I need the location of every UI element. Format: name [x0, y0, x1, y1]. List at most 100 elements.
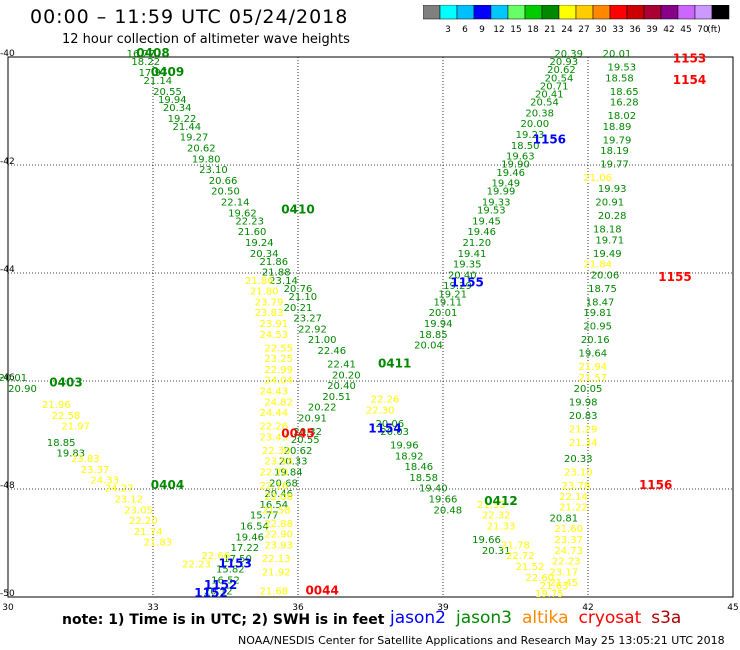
swh-value: 19.24 [245, 238, 274, 249]
swh-value: 21.20 [463, 238, 492, 249]
swh-value: 16.28 [610, 98, 639, 109]
swh-value: 21.97 [61, 422, 90, 433]
swh-value: 21.86 [245, 276, 274, 287]
legend-entry: s3a [651, 608, 682, 628]
swh-value: 19.23 [516, 130, 545, 141]
swh-value: 22.92 [298, 324, 327, 335]
swh-value: 23.17 [550, 567, 579, 578]
swh-value: 23.93 [264, 540, 293, 551]
swh-value: 19.81 [583, 308, 612, 319]
swh-value: 20.01 [429, 308, 458, 319]
swh-value: 19.71 [595, 235, 624, 246]
swh-value: 21.29 [569, 424, 598, 435]
swh-value: 20.54 [545, 73, 574, 84]
swh-value: 19.94 [424, 319, 453, 330]
swh-value: 24.33 [90, 476, 119, 487]
y-tick-label: -46 [0, 373, 15, 383]
swh-value: 22.41 [327, 360, 356, 371]
swh-value: 20.76 [284, 284, 313, 295]
swh-value: 19.49 [593, 249, 622, 260]
swh-value: 19.99 [487, 187, 516, 198]
swh-value: 20.34 [250, 249, 279, 260]
legend: jason2 jason3 altika cryosat s3a [390, 608, 691, 628]
swh-value: 21.83 [144, 538, 173, 549]
swh-value: 22.72 [506, 551, 535, 562]
swh-value: 18.19 [600, 146, 629, 157]
swh-value: 24.27 [105, 484, 134, 495]
legend-entry: jason3 [456, 608, 512, 628]
swh-value: 20.91 [298, 414, 327, 425]
swh-value: 19.66 [429, 495, 458, 506]
colorbar-label: 9 [479, 25, 485, 35]
swh-value: 23.27 [293, 314, 322, 325]
track-time-label: 1154 [368, 421, 401, 435]
swh-value: 21.52 [516, 562, 545, 573]
swh-value: 21.00 [308, 335, 337, 346]
colorbar-label: 30 [595, 25, 607, 35]
colorbar-label: 3 [445, 25, 451, 35]
swh-value: 22.13 [262, 554, 291, 565]
swh-value: 22.55 [264, 343, 293, 354]
track-time-label: 0404 [151, 478, 184, 492]
track-time-label: 0412 [484, 494, 517, 508]
swh-value: 22.14 [559, 492, 588, 503]
track-time-label: 0045 [281, 427, 314, 441]
swh-value: 19.41 [458, 249, 487, 260]
x-tick-label: 42 [582, 603, 593, 613]
track-time-label: 1153 [218, 556, 251, 570]
swh-value: 22.70 [260, 468, 289, 479]
colorbar-label: 45 [680, 25, 691, 35]
swh-value: 20.33 [564, 454, 593, 465]
swh-value: 21.84 [583, 260, 612, 271]
colorbar-label: 15 [510, 25, 521, 35]
swh-value: 22.23 [182, 559, 211, 570]
swh-value: 20.46 [264, 489, 293, 500]
colorbar-label: 18 [527, 25, 539, 35]
swh-value: 19.22 [168, 114, 197, 125]
swh-value: 21.86 [260, 257, 289, 268]
x-tick-label: 36 [292, 603, 304, 613]
swh-value: 18.02 [608, 111, 637, 122]
swh-value: 21.06 [583, 173, 612, 184]
swh-value: 19.27 [180, 133, 209, 144]
swh-value: 19.63 [506, 152, 535, 163]
colorbar-label: 21 [544, 25, 555, 35]
swh-value: 20.03 [380, 427, 409, 438]
swh-value: 16.54 [260, 500, 289, 511]
swh-value: 20.06 [591, 270, 620, 281]
x-tick-label: 30 [2, 603, 14, 613]
swh-value: 19.45 [472, 216, 501, 227]
swh-value: 20.32 [293, 427, 322, 438]
swh-value: 17.22 [231, 543, 260, 554]
swh-value: 18.89 [603, 122, 632, 133]
swh-value: 23.43 [260, 432, 289, 443]
track-time-label: 0411 [378, 357, 411, 371]
colorbar-label: 12 [493, 25, 504, 35]
swh-value: 20.55 [291, 435, 320, 446]
legend-entry: altika [522, 608, 569, 628]
track-time-label: 1154 [673, 73, 706, 87]
swh-value: 22.99 [264, 365, 293, 376]
swh-value: 23.10 [199, 165, 228, 176]
swh-value: 24.04 [264, 376, 293, 387]
swh-value: 20.12 [204, 586, 233, 597]
swh-value: 21.10 [289, 292, 318, 303]
swh-value: 23.10 [564, 468, 593, 479]
swh-value: 24.73 [554, 546, 583, 557]
swh-value: 21.60 [238, 227, 267, 238]
swh-value: 19.83 [57, 449, 86, 460]
swh-value: 24.44 [260, 408, 289, 419]
swh-value: 15.82 [216, 565, 245, 576]
swh-value: 20.39 [554, 49, 583, 60]
swh-value: 20.62 [284, 446, 313, 457]
swh-value: 19.84 [274, 468, 303, 479]
colorbar-unit: (ft) [707, 25, 721, 35]
swh-value: 18.85 [419, 330, 448, 341]
swh-value: 19.64 [579, 349, 608, 360]
swh-value: 24.53 [260, 330, 289, 341]
swh-value: 24.43 [260, 387, 289, 398]
swh-value: 20.40 [327, 381, 356, 392]
track-time-label: 1152 [194, 586, 227, 600]
swh-value: 19.66 [472, 535, 501, 546]
swh-value: 21.34 [569, 438, 598, 449]
